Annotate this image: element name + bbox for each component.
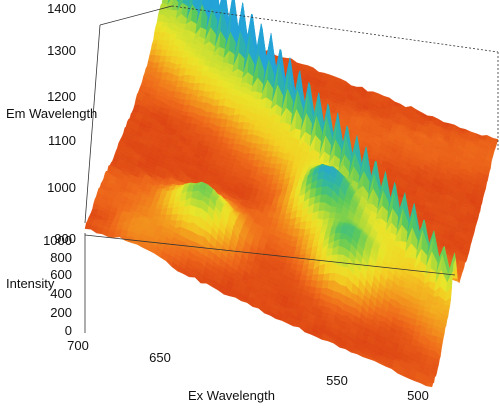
x-axis-title: Ex Wavelength — [188, 388, 275, 403]
ex-tick-label: 700 — [67, 338, 89, 353]
z-axis-title: Intensity — [6, 276, 55, 291]
surface-patch — [486, 153, 494, 159]
em-tick-label: 1000 — [47, 180, 76, 195]
surface-patch — [478, 190, 486, 195]
em-tick-label: 1100 — [48, 133, 76, 148]
surface-patch — [425, 382, 434, 388]
surface-patch — [264, 310, 272, 316]
intensity-tick-label: 1000 — [43, 233, 72, 248]
surface-patch — [443, 304, 451, 311]
ex-tick-label: 650 — [149, 350, 171, 365]
ex-tick-label: 550 — [326, 373, 348, 388]
intensity-tick-label: 800 — [50, 250, 72, 265]
intensity-tick-label: 200 — [50, 305, 72, 320]
em-tick-label: 1300 — [47, 43, 76, 58]
surface-patch — [485, 135, 493, 141]
em-tick-label: 1400 — [47, 1, 76, 16]
y-axis-title: Em Wavelength — [6, 106, 97, 121]
surface-mesh — [84, 0, 499, 388]
em-tick-label: 1200 — [47, 89, 76, 104]
ex-tick-label: 500 — [407, 388, 429, 403]
surface-patch — [477, 194, 485, 199]
intensity-tick-label: 0 — [65, 323, 72, 338]
